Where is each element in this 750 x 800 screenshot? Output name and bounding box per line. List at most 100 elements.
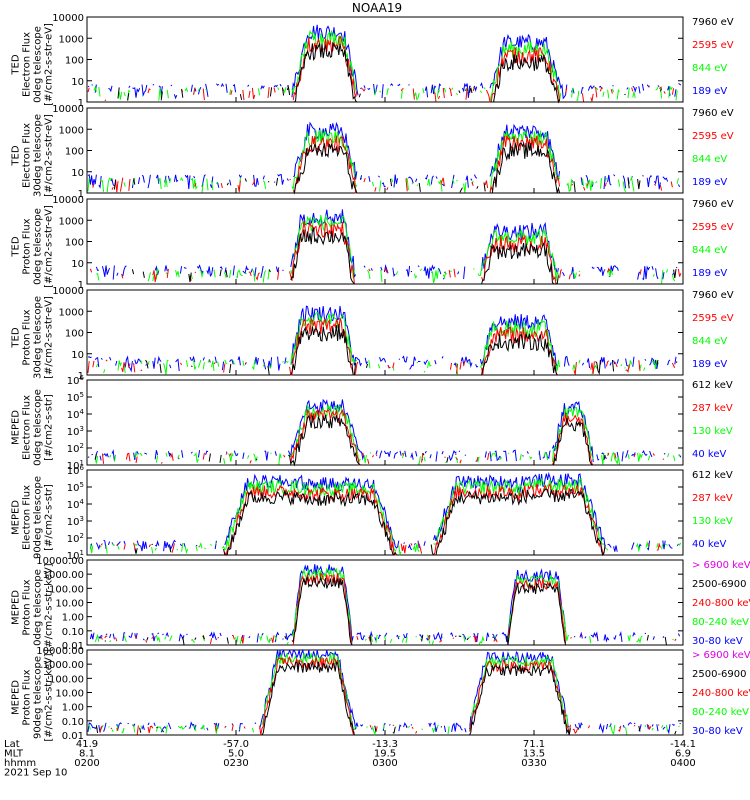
y-tick-label: 105 [67,391,84,404]
y-tick-label: 106 [67,464,85,477]
panel-3: 10000 1000 100 10 1 TEDProton Flux0deg telesc… [11,195,734,291]
panel-7: 10000.00 1000.00 100.00 10.00 1.00 0.10 0.01 ME… [11,556,750,652]
y-axis-label: MEPEDElectron Flux0deg telescope[#/cm2-s… [11,389,55,466]
legend-entry: 2595 eV [692,222,734,233]
y-tick-label: 1000 [59,216,84,227]
y-tick-label: 102 [67,442,84,455]
y-tick-label: 1 [78,280,84,291]
y-tick-label: 106 [67,374,85,387]
panel-4: 10000 1000 100 10 1 TEDProton Flux30deg teles… [11,286,734,382]
legend-entry: 40 keV [692,449,726,460]
series-blue [88,306,678,371]
series-blue [89,564,681,643]
y-tick-label: 100 [65,329,84,340]
y-axis-label: MEPEDProton Flux90deg telescope[#/cm2-s-… [11,653,55,741]
x-row-label: Lat [4,739,20,750]
series-green [87,129,679,194]
series-green [93,29,678,102]
legend-entry: 287 keV [692,403,733,414]
y-tick-label: 1 [78,189,84,200]
x-tick-label: 41.9 [76,739,98,750]
legend-entry: 844 eV [692,63,727,74]
series-black [131,226,677,285]
series-black [118,43,680,102]
series-green [89,477,682,557]
legend-entry: 7960 eV [692,290,734,301]
y-tick-label: 100 [65,56,84,67]
legend-entry: 2500-6900 [692,669,747,680]
panels: 10000 1000 100 10 1 TEDElectron Flux0deg tele… [11,13,750,742]
x-tick-label: 71.1 [523,739,545,750]
series-blue [87,398,682,463]
x-tick-label: 8.1 [79,749,95,760]
x-tick-label: -57.0 [223,739,249,750]
y-tick-label: 104 [67,498,85,511]
x-tick-label: 0330 [521,758,546,769]
legend-entry: 2595 eV [692,313,734,324]
legend-entry: 287 keV [692,493,733,504]
legend-entry: 7960 eV [692,199,734,210]
legend-entry: > 6900 keV [692,650,750,661]
series-blue [96,209,680,279]
panel-2: 10000 1000 100 10 1 TEDElectron Flux30deg tel… [11,104,734,200]
y-tick-label: 10 [71,259,84,270]
x-tick-label: 13.5 [523,749,545,760]
legend-entry: 2595 eV [692,131,734,142]
x-row-label: MLT [4,749,24,760]
y-tick-label: 102 [67,532,84,545]
legend-entry: 844 eV [692,336,727,347]
legend-entry: 2500-6900 [692,579,747,590]
plot-title: NOAA19 [352,1,402,15]
y-tick-label: 1.00 [62,703,84,714]
series-green [95,569,679,645]
y-tick-label: 1 [78,371,84,382]
y-axis-label: TEDElectron Flux0deg telescope[#/cm2-s-s… [11,23,55,106]
y-tick-label: 1 [78,98,84,109]
legend-entry: 80-240 keV [692,707,749,718]
x-tick-label: 5.0 [228,749,244,760]
series-black [145,324,678,376]
y-tick-label: 0.10 [62,717,84,728]
y-axis-label: TEDProton Flux30deg telescope[#/cm2-s-st… [11,296,55,379]
legend-entry: 612 keV [692,380,733,391]
panel-frame [86,289,684,376]
legend-entry: 844 eV [692,154,727,165]
x-row-label: hhmm [4,758,36,769]
legend-entry: 40 keV [692,539,726,550]
legend-entry: 30-80 keV [692,636,743,647]
panel-frame [86,559,684,646]
legend-entry: 130 keV [692,426,733,437]
y-tick-label: 10 [71,350,84,361]
series-green [94,403,680,465]
panel-frame [86,649,684,736]
x-tick-label: -13.3 [372,739,398,750]
y-tick-label: 10.00 [55,689,84,700]
legend-entry: 612 keV [692,470,733,481]
x-tick-label: 19.5 [374,749,396,760]
x-tick-label: 0400 [670,758,695,769]
y-tick-label: 1000 [59,34,84,45]
legend-entry: 189 eV [692,86,727,97]
y-tick-label: 100 [65,238,84,249]
y-axis-label: MEPEDElectron Flux90deg telescope[#/cm2-… [11,476,55,559]
legend-entry: 189 eV [692,177,727,188]
y-tick-label: 103 [67,515,84,528]
x-tick-label: 6.9 [675,749,691,760]
y-tick-label: 104 [67,408,85,421]
series-red [101,484,679,555]
y-tick-label: 10000 [52,195,84,206]
y-tick-label: 1000 [59,125,84,136]
x-tick-label: 0230 [223,758,248,769]
y-tick-label: 10000 [52,286,84,297]
series-blue [87,24,682,100]
legend-entry: 7960 eV [692,17,734,28]
series-red [87,317,676,376]
series-green [87,652,680,736]
legend-entry: 7960 eV [692,108,734,119]
y-axis-label: TEDProton Flux0deg telescope[#/cm2-s-str… [11,205,55,288]
y-tick-label: 105 [67,481,84,494]
